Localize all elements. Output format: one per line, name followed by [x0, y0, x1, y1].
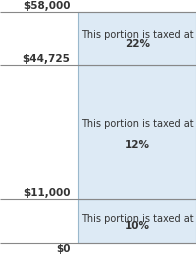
Text: $0: $0 [56, 244, 71, 254]
Text: $11,000: $11,000 [23, 188, 71, 198]
Bar [78, 199, 196, 243]
Bar [78, 65, 196, 199]
Text: This portion is taxed at: This portion is taxed at [81, 119, 193, 129]
Text: 12%: 12% [125, 141, 150, 151]
Bar [78, 12, 196, 65]
Text: This portion is taxed at: This portion is taxed at [81, 214, 193, 224]
Text: $58,000: $58,000 [23, 1, 71, 11]
Text: This portion is taxed at: This portion is taxed at [81, 30, 193, 40]
Text: 22%: 22% [125, 39, 150, 49]
Text: $44,725: $44,725 [23, 54, 71, 64]
Text: 10%: 10% [125, 221, 150, 231]
